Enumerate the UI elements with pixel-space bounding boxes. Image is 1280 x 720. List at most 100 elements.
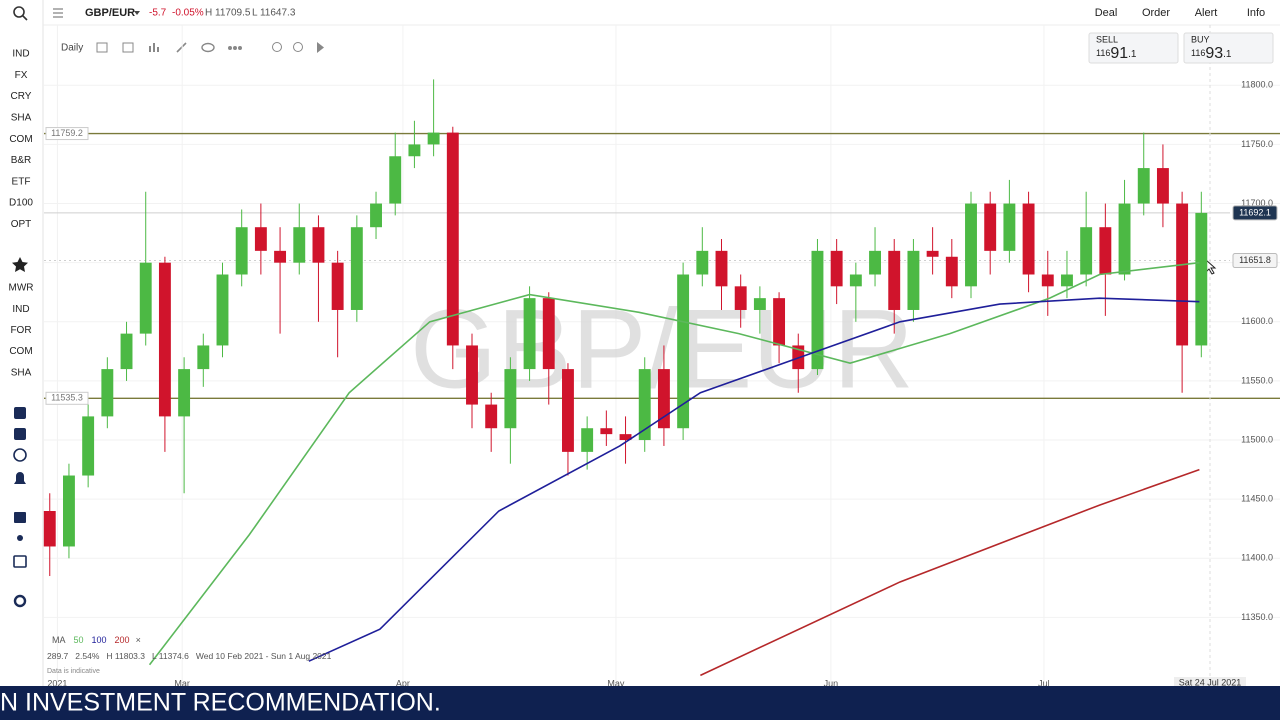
icon[interactable] [13, 555, 27, 568]
icon[interactable] [14, 407, 26, 419]
candle-body [331, 262, 344, 310]
tool[interactable] [228, 46, 232, 50]
price-box [1232, 205, 1278, 221]
candle-body [1156, 168, 1169, 204]
candle-body [888, 250, 901, 310]
tool[interactable] [233, 46, 237, 50]
sidebar-item[interactable]: D100 [9, 198, 33, 209]
icon[interactable] [14, 512, 26, 523]
star-icon[interactable] [12, 257, 28, 272]
watchlist-item[interactable]: COM [9, 346, 32, 357]
icon[interactable] [13, 448, 27, 462]
moving-average [700, 468, 1200, 677]
tool[interactable] [176, 42, 187, 53]
change: -5.7 [149, 8, 167, 19]
symbol[interactable]: GBP/EUR [85, 7, 135, 19]
y-tick-label: 11600.0 [1241, 316, 1273, 326]
candle-body [1176, 203, 1189, 346]
moving-average [308, 297, 1200, 662]
sell-price-part: 116 [1096, 48, 1110, 58]
toolbar-icons [96, 42, 324, 53]
y-tick-label: 11700.0 [1241, 198, 1273, 208]
candle-body [523, 298, 536, 370]
candle-body [274, 250, 287, 263]
icon[interactable] [14, 472, 26, 484]
icon[interactable] [14, 428, 26, 440]
watchlist-item[interactable]: SHA [11, 367, 32, 378]
sidebar-item[interactable]: OPT [11, 219, 32, 230]
menu-icon[interactable] [53, 8, 63, 18]
watchlist-item[interactable]: IND [12, 304, 29, 315]
legend-entry: 50 [74, 635, 84, 645]
candle-body [370, 203, 382, 228]
candle-body [638, 369, 651, 441]
candle-body [350, 227, 363, 310]
stat: 289.7 [47, 651, 69, 661]
icon[interactable] [13, 594, 27, 608]
candle-body [965, 203, 977, 287]
menu-item[interactable]: Deal [1095, 7, 1118, 19]
stat: 2.54% [75, 651, 100, 661]
sell-price-part: 91 [1110, 45, 1128, 62]
stat: Wed 10 Feb 2021 - Sun 1 Aug 2021 [196, 651, 332, 661]
candle-body [235, 227, 248, 275]
candle-body [43, 510, 56, 547]
sidebar-item[interactable]: SHA [11, 113, 32, 124]
candle-body [657, 369, 670, 429]
menu-item[interactable]: Order [1142, 7, 1170, 19]
tool[interactable] [122, 42, 134, 53]
tool[interactable] [149, 43, 159, 52]
note: Data is indicative [47, 668, 100, 675]
candle-body [389, 156, 402, 204]
sidebar-item[interactable]: COM [9, 134, 32, 145]
search-icon[interactable] [13, 6, 25, 18]
menu-item[interactable]: Info [1247, 7, 1265, 19]
buy-price: 11693.1 [1191, 45, 1232, 62]
sell-label: SELL [1096, 34, 1118, 44]
candle-body [1022, 203, 1035, 275]
candle-body [504, 369, 517, 429]
stat: L 11374.6 [152, 651, 189, 661]
tool[interactable] [272, 42, 282, 52]
candle-body [600, 428, 613, 435]
sidebar-item[interactable]: CRY [11, 91, 32, 102]
candle-body [1137, 168, 1150, 204]
crosshair-label: Sat 24 Jul 2021 [1179, 677, 1242, 687]
buy-price-part: 93 [1205, 45, 1223, 62]
legend-entry: 100 [92, 635, 107, 645]
dropdown-arrow[interactable] [134, 11, 140, 15]
candle-body [1041, 274, 1054, 287]
candle-body [984, 203, 997, 251]
candle-body [427, 132, 440, 145]
sidebar-item[interactable]: IND [12, 49, 29, 60]
watchlist-item[interactable]: FOR [10, 325, 31, 336]
candle-body [945, 256, 958, 287]
watchlist-item[interactable]: MWR [9, 283, 34, 294]
candle-body [581, 428, 594, 452]
tool[interactable] [201, 42, 215, 53]
sidebar-item[interactable]: ETF [12, 176, 31, 187]
candle-body [101, 369, 114, 417]
tool[interactable] [96, 42, 108, 53]
menu-item[interactable]: Alert [1195, 7, 1218, 19]
level-label-box [45, 127, 89, 141]
sidebar-icons [13, 407, 27, 608]
buy-box[interactable] [1183, 32, 1274, 64]
tool[interactable] [293, 42, 303, 52]
sidebar-item[interactable]: B&R [11, 155, 32, 166]
interval[interactable]: Daily [61, 43, 83, 54]
sell-box[interactable] [1088, 32, 1179, 64]
tool[interactable] [317, 42, 324, 53]
candle-body [907, 250, 920, 310]
x-tick-label: Jul [1038, 678, 1050, 688]
level-label: 11759.2 [51, 128, 83, 138]
sidebar-item[interactable]: FX [15, 70, 28, 81]
icon[interactable] [17, 535, 23, 541]
candle-body [1061, 274, 1073, 287]
candle-body [1099, 227, 1112, 275]
legend-close[interactable]: × [136, 635, 141, 645]
candle-body [293, 227, 306, 263]
tool[interactable] [238, 46, 242, 50]
candle-body [1118, 203, 1131, 275]
